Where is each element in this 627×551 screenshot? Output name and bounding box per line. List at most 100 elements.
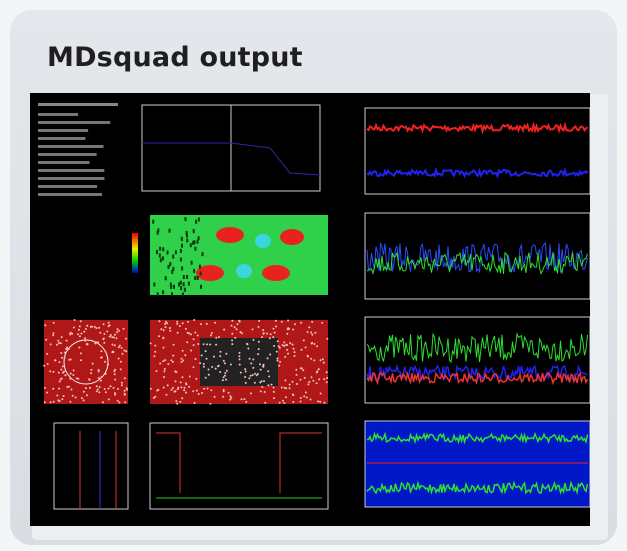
particle [65,348,67,350]
particle [318,378,320,380]
particle [78,329,80,331]
particle [262,366,264,368]
particle [88,378,90,380]
particle [270,333,272,335]
particle [114,392,116,394]
particle [108,388,110,390]
particle [276,351,278,353]
particle [83,331,85,333]
particle [294,323,296,325]
particle [90,369,92,371]
particle [69,401,71,403]
particle [69,334,71,336]
particle [219,355,221,357]
particle [180,386,182,388]
particle [316,345,318,347]
particle [231,325,233,327]
particle [112,344,114,346]
output-image [30,93,590,526]
page: MDsquad output {"title": "MDsquad output… [0,0,627,551]
particle [326,381,328,383]
particle [56,344,58,346]
particle [61,398,63,400]
particle [301,367,303,369]
particle [310,399,312,401]
heatmap-speck [170,283,172,287]
particle [47,363,49,365]
particle [44,401,46,403]
particle [105,373,107,375]
particle [118,402,120,404]
particle [300,397,302,399]
particle [237,323,239,325]
particle [176,403,178,405]
particle [59,381,61,383]
particle [96,385,98,387]
particle [170,359,172,361]
body: MDsquad output (() => { const data = JSO… [0,0,627,551]
particle [194,402,196,404]
heatmap-speck [165,276,167,280]
particle [57,340,59,342]
particle [300,401,302,403]
particle [261,386,263,388]
particle [58,388,60,390]
heatmap-speck [193,240,195,244]
particle [241,398,243,400]
particle [201,354,203,356]
particle [43,365,45,367]
particle [68,386,70,388]
particle [284,379,286,381]
particle [258,341,260,343]
particle [307,355,309,357]
heatmap-blob [255,234,271,248]
particle [322,358,324,360]
particle [99,332,101,334]
particle [125,338,127,340]
heatmap-speck [162,290,164,294]
particle [311,343,313,345]
particle [208,374,210,376]
particle [86,394,88,396]
particle [268,376,270,378]
particle [89,387,91,389]
particle [118,330,120,332]
particle [272,336,274,338]
particle [206,358,208,360]
particle [195,378,197,380]
particle [308,381,310,383]
particle [210,334,212,336]
particle [236,328,238,330]
particle [239,352,241,354]
text-line [38,145,104,148]
particle [60,342,62,344]
plot-frame [365,421,590,507]
particle [114,373,116,375]
particle [62,366,64,368]
particle [108,398,110,400]
particle [61,336,63,338]
heatmap-speck [186,239,188,243]
particle [183,389,185,391]
particle [219,371,221,373]
particle [206,323,208,325]
particle [252,374,254,376]
heatmap-speck [185,217,187,221]
particle [239,364,241,366]
particle [44,387,46,389]
particle [231,320,233,322]
particle [198,393,200,395]
particle [80,320,82,322]
heatmap-speck [169,229,171,233]
particle [197,343,199,345]
particle [230,364,232,366]
particle [164,359,166,361]
text-line [38,169,104,172]
particle [238,355,240,357]
particle [218,336,220,338]
heatmap-speck [186,234,188,238]
particle [224,375,226,377]
particle [175,400,177,402]
particle [83,391,85,393]
particle [84,340,86,342]
